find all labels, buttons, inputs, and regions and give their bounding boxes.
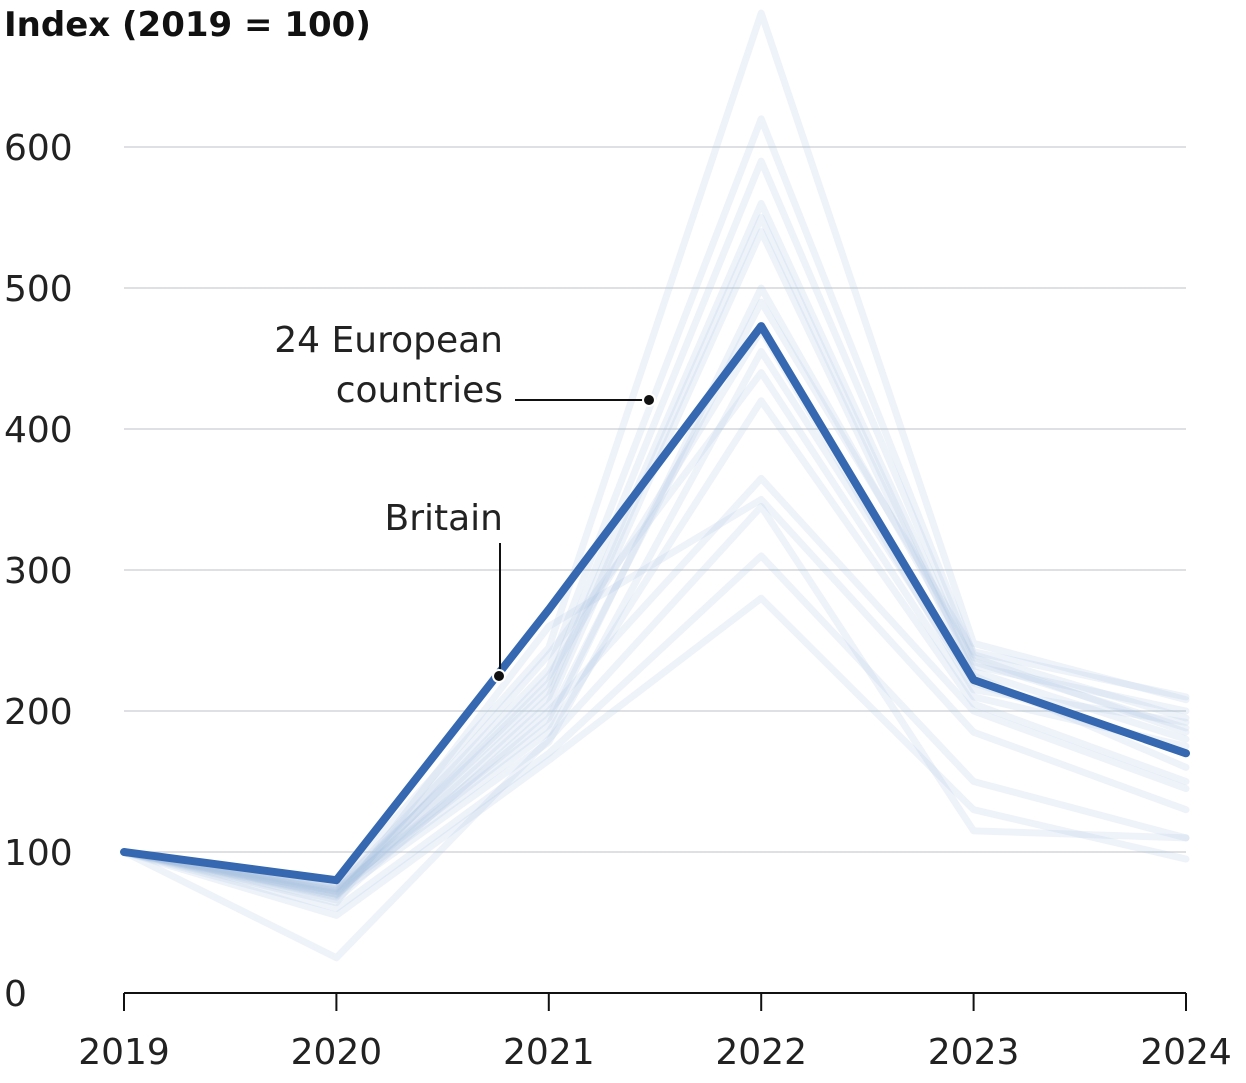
- annotation-countries-label: countries: [336, 370, 503, 411]
- annotation-countries-dot: [642, 393, 656, 407]
- country-series-line: [120, 115, 1190, 893]
- country-series-line: [120, 298, 1190, 894]
- annotations: 24 European countries Britain: [274, 320, 656, 683]
- y-tick-labels: 0 100 200 300 400 500 600: [4, 128, 73, 1015]
- y-tick-label: 100: [4, 833, 73, 874]
- x-tick-label: 2019: [78, 1032, 170, 1073]
- x-tick-label: 2022: [715, 1032, 807, 1073]
- country-series-line: [120, 594, 1190, 919]
- country-series-line: [120, 496, 1190, 907]
- y-tick-label: 300: [4, 551, 73, 592]
- gridlines: [124, 146, 1186, 853]
- y-tick-label: 400: [4, 410, 73, 451]
- country-series-line: [120, 503, 1190, 962]
- britain-series-line: [120, 322, 1190, 885]
- y-tick-label: 500: [4, 269, 73, 310]
- x-tick-label: 2023: [928, 1032, 1020, 1073]
- country-series-line: [120, 369, 1190, 901]
- y-tick-label: 200: [4, 692, 73, 733]
- country-series-line: [120, 157, 1190, 895]
- highlight-series-group: [120, 322, 1190, 885]
- annotation-britain-dot: [492, 669, 506, 683]
- y-tick-label: 600: [4, 128, 73, 169]
- x-tick-label: 2020: [291, 1032, 383, 1073]
- country-series-line: [120, 199, 1190, 891]
- annotation-britain-label: Britain: [385, 498, 504, 539]
- background-series-group: [120, 9, 1190, 962]
- annotation-countries-label: 24 European: [274, 320, 503, 361]
- country-series-line: [120, 284, 1190, 893]
- x-tick-label: 2021: [503, 1032, 595, 1073]
- country-series-line: [120, 397, 1190, 895]
- x-axis: 2019 2020 2021 2022 2023 2024: [78, 992, 1232, 1073]
- y-tick-label: 0: [4, 974, 27, 1015]
- country-series-line: [120, 214, 1190, 898]
- y-axis-label: Index (2019 = 100): [4, 5, 371, 45]
- country-series-line: [120, 552, 1190, 912]
- x-tick-label: 2024: [1140, 1032, 1232, 1073]
- country-series-line: [120, 474, 1190, 904]
